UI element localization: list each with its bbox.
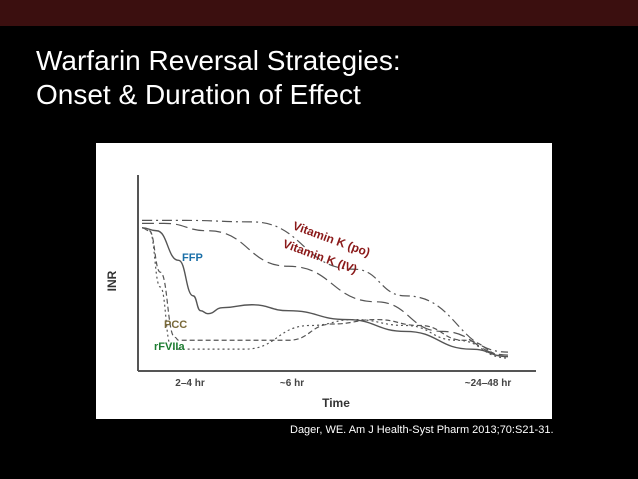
x-axis-label: Time: [322, 396, 350, 410]
x-tick-label: ~6 hr: [280, 378, 304, 389]
series-label-ffp: FFP: [182, 252, 203, 264]
series-label-rfviia: rFVIIa: [154, 341, 185, 353]
series-line-3: [141, 227, 509, 358]
top-bar: [0, 0, 638, 26]
x-tick-label: ~24–48 hr: [465, 378, 512, 389]
inr-time-chart: INR Time 2–4 hr ~6 hr ~24–48 hr Vitamin …: [105, 175, 536, 410]
slide-title: Warfarin Reversal Strategies: Onset & Du…: [36, 44, 401, 112]
series-label-pcc: PCC: [164, 319, 187, 331]
series-line-2: [141, 227, 509, 358]
series-line-4: [141, 227, 509, 359]
series-group: [141, 219, 509, 359]
y-axis-label: INR: [105, 270, 119, 291]
title-line-1: Warfarin Reversal Strategies:: [36, 45, 401, 76]
series-line-0: [141, 219, 509, 353]
title-line-2: Onset & Duration of Effect: [36, 79, 361, 110]
series-line-1: [142, 222, 509, 356]
chart-figure: INR Time 2–4 hr ~6 hr ~24–48 hr Vitamin …: [96, 143, 552, 419]
citation: Dager, WE. Am J Health-Syst Pharm 2013;7…: [290, 424, 554, 436]
x-tick-label: 2–4 hr: [175, 378, 205, 389]
